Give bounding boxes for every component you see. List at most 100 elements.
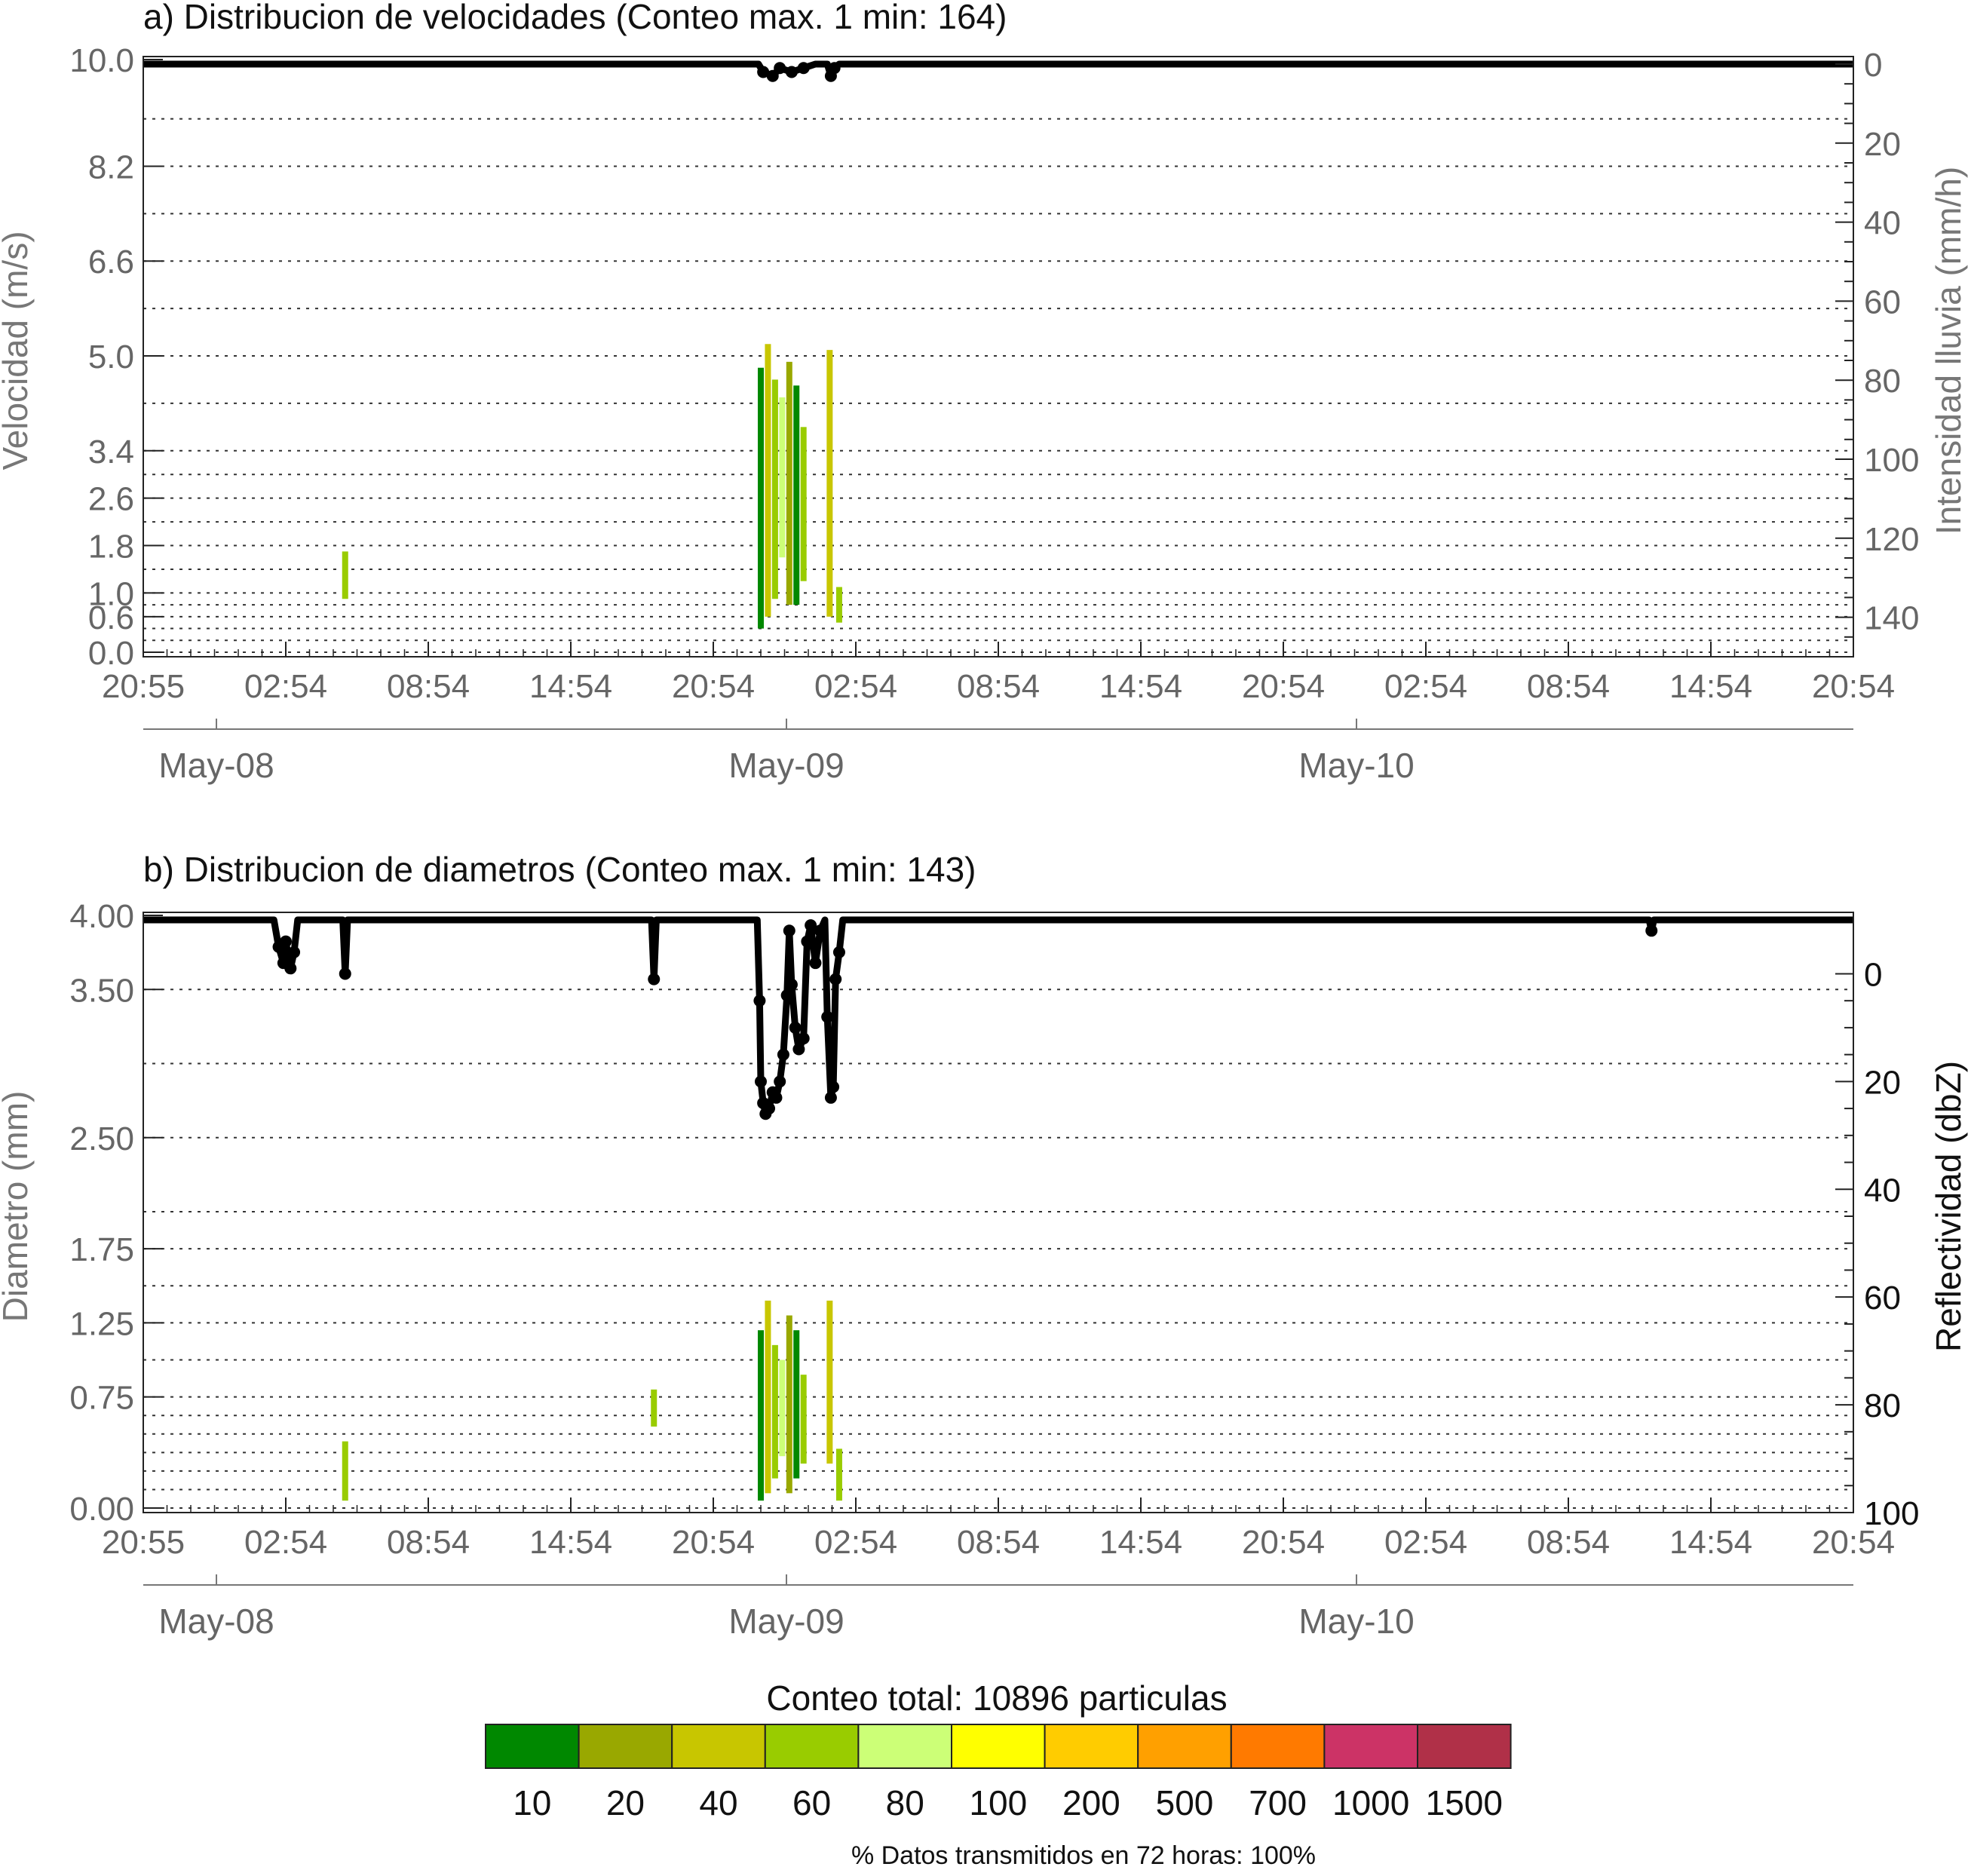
y-tick-label: 3.4 bbox=[88, 434, 134, 471]
colorbar-level-label: 10 bbox=[513, 1783, 551, 1822]
x-tick-label: 14:54 bbox=[1099, 668, 1182, 705]
colorbar-swatch bbox=[1137, 1724, 1232, 1769]
date-label: May-10 bbox=[1298, 1602, 1414, 1641]
series-point bbox=[785, 978, 798, 991]
x-tick-label: 20:55 bbox=[102, 1524, 185, 1561]
colorbar-swatch bbox=[1044, 1724, 1139, 1769]
y-tick-label: 1.25 bbox=[69, 1305, 134, 1342]
x-tick-label: 08:54 bbox=[387, 1524, 470, 1561]
y2-tick-label: 80 bbox=[1864, 1387, 1901, 1424]
date-label: May-10 bbox=[1298, 746, 1414, 785]
heatmap-cell bbox=[800, 1375, 807, 1464]
colorbar-swatch bbox=[578, 1724, 673, 1769]
y-tick-label: 1.0 bbox=[88, 575, 134, 612]
x-tick-label: 14:54 bbox=[1669, 668, 1752, 705]
colorbar-swatches bbox=[485, 1724, 1512, 1769]
x-tick-label: 14:54 bbox=[1099, 1524, 1182, 1561]
y2-tick-label: 100 bbox=[1864, 1495, 1919, 1532]
series-point bbox=[827, 1081, 840, 1093]
y2-tick-label: 140 bbox=[1864, 600, 1919, 637]
y-tick-label: 0.75 bbox=[69, 1380, 134, 1417]
velocity-axis-label: Velocidad (m/s) bbox=[0, 231, 35, 470]
series-point bbox=[821, 1010, 834, 1023]
colorbar-swatch bbox=[1323, 1724, 1419, 1769]
y2-tick-label: 20 bbox=[1864, 1064, 1901, 1101]
colorbar-labels: 10 20 40 60 80 100 200 500 700 1000 1500 bbox=[513, 1783, 1503, 1822]
colorbar-level-label: 60 bbox=[792, 1783, 831, 1822]
reflectivity-axis-label: Reflectividad (dbZ) bbox=[1929, 1061, 1968, 1352]
series-point bbox=[753, 995, 766, 1007]
y-tick-label: 0.6 bbox=[88, 599, 134, 636]
y2-tick-label: 40 bbox=[1864, 205, 1901, 242]
colorbar-swatch bbox=[951, 1724, 1046, 1769]
colorbar-swatch bbox=[671, 1724, 766, 1769]
velocity-y-ticks: 0.00.61.0 1.8 2.6 3.4 5.0 6.6 8.2 10.0 bbox=[69, 42, 163, 672]
y-tick-label: 8.2 bbox=[88, 149, 134, 185]
heatmap-cell bbox=[765, 1300, 771, 1494]
series-point bbox=[805, 919, 817, 932]
y2-tick-label: 20 bbox=[1864, 126, 1901, 163]
colorbar-level-label: 100 bbox=[969, 1783, 1027, 1822]
series-point bbox=[284, 962, 297, 975]
diameter-y-ticks: 0.00 0.75 1.25 1.75 2.50 3.50 4.00 bbox=[69, 898, 163, 1528]
series-point bbox=[780, 989, 793, 1002]
x-tick-label: 14:54 bbox=[1669, 1524, 1752, 1561]
series-point bbox=[797, 1032, 810, 1045]
heatmap-cell bbox=[800, 427, 807, 581]
series-point bbox=[789, 1021, 802, 1034]
colorbar-level-label: 1000 bbox=[1332, 1783, 1409, 1822]
heatmap-cell bbox=[835, 587, 842, 623]
y2-tick-label: 100 bbox=[1864, 442, 1919, 479]
series-point bbox=[801, 935, 814, 948]
series-point bbox=[763, 1102, 776, 1115]
series-point bbox=[783, 924, 795, 937]
velocity-panel-title: a) Distribucion de velocidades (Conteo m… bbox=[143, 0, 1007, 36]
colorbar-swatch bbox=[764, 1724, 860, 1769]
x-tick-label: 02:54 bbox=[1384, 1524, 1467, 1561]
y2-tick-label: 0 bbox=[1864, 47, 1882, 84]
colorbar-legend: Conteo total: 10896 particulas 10 20 40 60 8… bbox=[485, 1678, 1512, 1822]
date-label: May-08 bbox=[158, 746, 274, 785]
heatmap-cell bbox=[826, 1300, 833, 1464]
diameter-panel: b) Distribucion de diametros (Conteo max… bbox=[0, 850, 1968, 1641]
velocity-heatmap bbox=[342, 344, 842, 629]
series-point bbox=[648, 973, 661, 986]
series-point bbox=[792, 1043, 805, 1056]
heatmap-cell bbox=[779, 397, 786, 558]
x-tick-label: 02:54 bbox=[244, 668, 327, 705]
y-tick-label: 4.00 bbox=[69, 898, 134, 935]
x-tick-label: 02:54 bbox=[244, 1524, 327, 1561]
series-point bbox=[757, 66, 770, 78]
x-tick-label: 08:54 bbox=[387, 668, 470, 705]
series-point bbox=[774, 62, 786, 75]
x-tick-label: 02:54 bbox=[1384, 668, 1467, 705]
series-point bbox=[832, 946, 845, 958]
series-point bbox=[777, 1048, 789, 1061]
colorbar-swatch bbox=[485, 1724, 580, 1769]
x-tick-label: 20:54 bbox=[1812, 1524, 1895, 1561]
velocity-date-axis: May-08 May-09 May-10 bbox=[143, 719, 1853, 785]
colorbar-swatch bbox=[1230, 1724, 1326, 1769]
y2-tick-label: 0 bbox=[1864, 956, 1882, 993]
heatmap-cell bbox=[786, 361, 792, 605]
series-point bbox=[809, 957, 822, 970]
y2-tick-label: 120 bbox=[1864, 521, 1919, 558]
colorbar-swatch bbox=[857, 1724, 953, 1769]
y-tick-label: 3.50 bbox=[69, 972, 134, 1009]
x-tick-label: 08:54 bbox=[1527, 1524, 1610, 1561]
heatmap-cell bbox=[779, 1359, 786, 1457]
velocity-panel: a) Distribucion de velocidades (Conteo m… bbox=[0, 0, 1968, 785]
y-tick-label: 5.0 bbox=[88, 339, 134, 376]
diameter-x-ticks: 20:55 02:54 08:54 14:54 20:54 02:54 08:54 14:54… bbox=[102, 1497, 1895, 1561]
velocity-x-ticks: 20:55 02:54 08:54 14:54 20:54 02:54 08:54 14:54… bbox=[102, 642, 1895, 705]
y-tick-label: 0.00 bbox=[69, 1491, 134, 1528]
diameter-date-axis: May-08 May-09 May-10 bbox=[143, 1574, 1853, 1641]
y-tick-label: 6.6 bbox=[88, 244, 134, 280]
diameter-heatmap bbox=[342, 1300, 842, 1501]
x-tick-label: 08:54 bbox=[957, 668, 1040, 705]
series-point bbox=[766, 69, 779, 82]
x-tick-label: 20:55 bbox=[102, 668, 185, 705]
heatmap-cell bbox=[342, 1441, 348, 1501]
reflectivity-y-ticks: 0 20 40 60 80 100 bbox=[1835, 956, 1919, 1532]
